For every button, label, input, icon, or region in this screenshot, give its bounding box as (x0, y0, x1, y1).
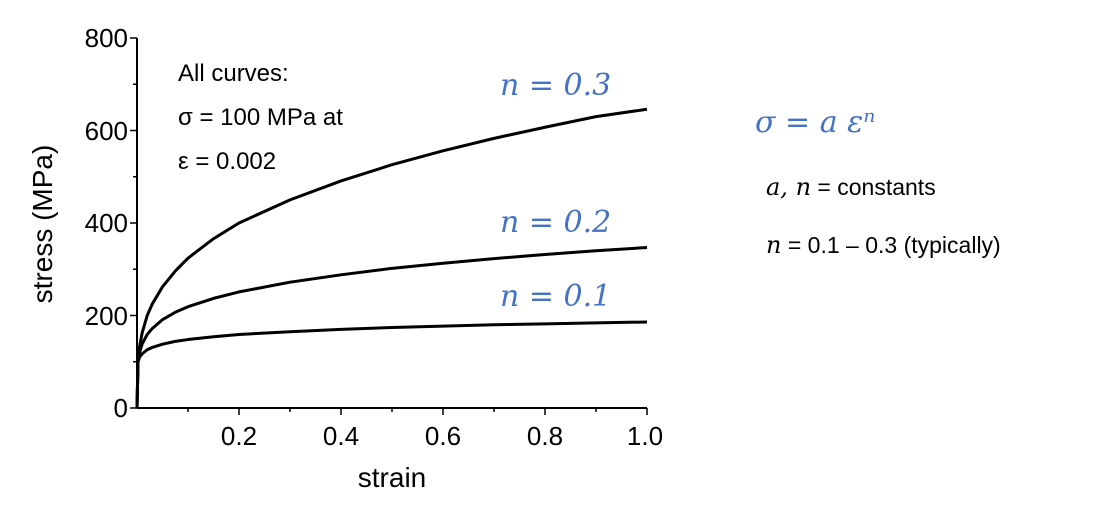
curve-label-n01: n = 0.1 (500, 279, 611, 314)
y-tick-label: 200 (85, 301, 128, 331)
definition-constants: a, n = constants (766, 173, 936, 201)
x-tick-label: 0.6 (425, 421, 461, 451)
annotation-line-3: ε = 0.002 (178, 148, 276, 175)
definition-exponent-range: n = 0.1 – 0.3 (typically) (766, 231, 1001, 259)
annotation-line-1: All curves: (178, 60, 289, 87)
curve-label-n02: n = 0.2 (500, 205, 611, 240)
x-tick-label: 0.2 (221, 421, 257, 451)
y-tick-label: 400 (85, 208, 128, 238)
definition-constants-text: = constants (811, 174, 936, 200)
curve-group (135, 107, 648, 409)
curve-series-1 (135, 246, 648, 409)
y-tick-label: 600 (85, 116, 128, 146)
power-law-formula: σ = a εⁿ (755, 105, 875, 140)
curve-series-2 (135, 320, 648, 409)
axis-ticks (130, 37, 648, 415)
x-tick-label: 0.8 (527, 421, 563, 451)
curve-label-n03: n = 0.3 (500, 68, 611, 103)
y-axis-title: stress (MPa) (27, 145, 58, 304)
definition-exponent-var: n (766, 231, 781, 259)
x-tick-label: 1.0 (627, 421, 663, 451)
definition-constants-vars: a, n (766, 173, 811, 201)
annotation-line-2: σ = 100 MPa at (178, 104, 343, 131)
x-tick-label: 0.4 (323, 421, 359, 451)
y-tick-label: 800 (85, 23, 128, 53)
x-axis-title: strain (358, 462, 426, 493)
curve-series-0 (135, 107, 648, 409)
definition-exponent-text: = 0.1 – 0.3 (typically) (781, 232, 1000, 258)
y-tick-label: 0 (114, 393, 128, 423)
